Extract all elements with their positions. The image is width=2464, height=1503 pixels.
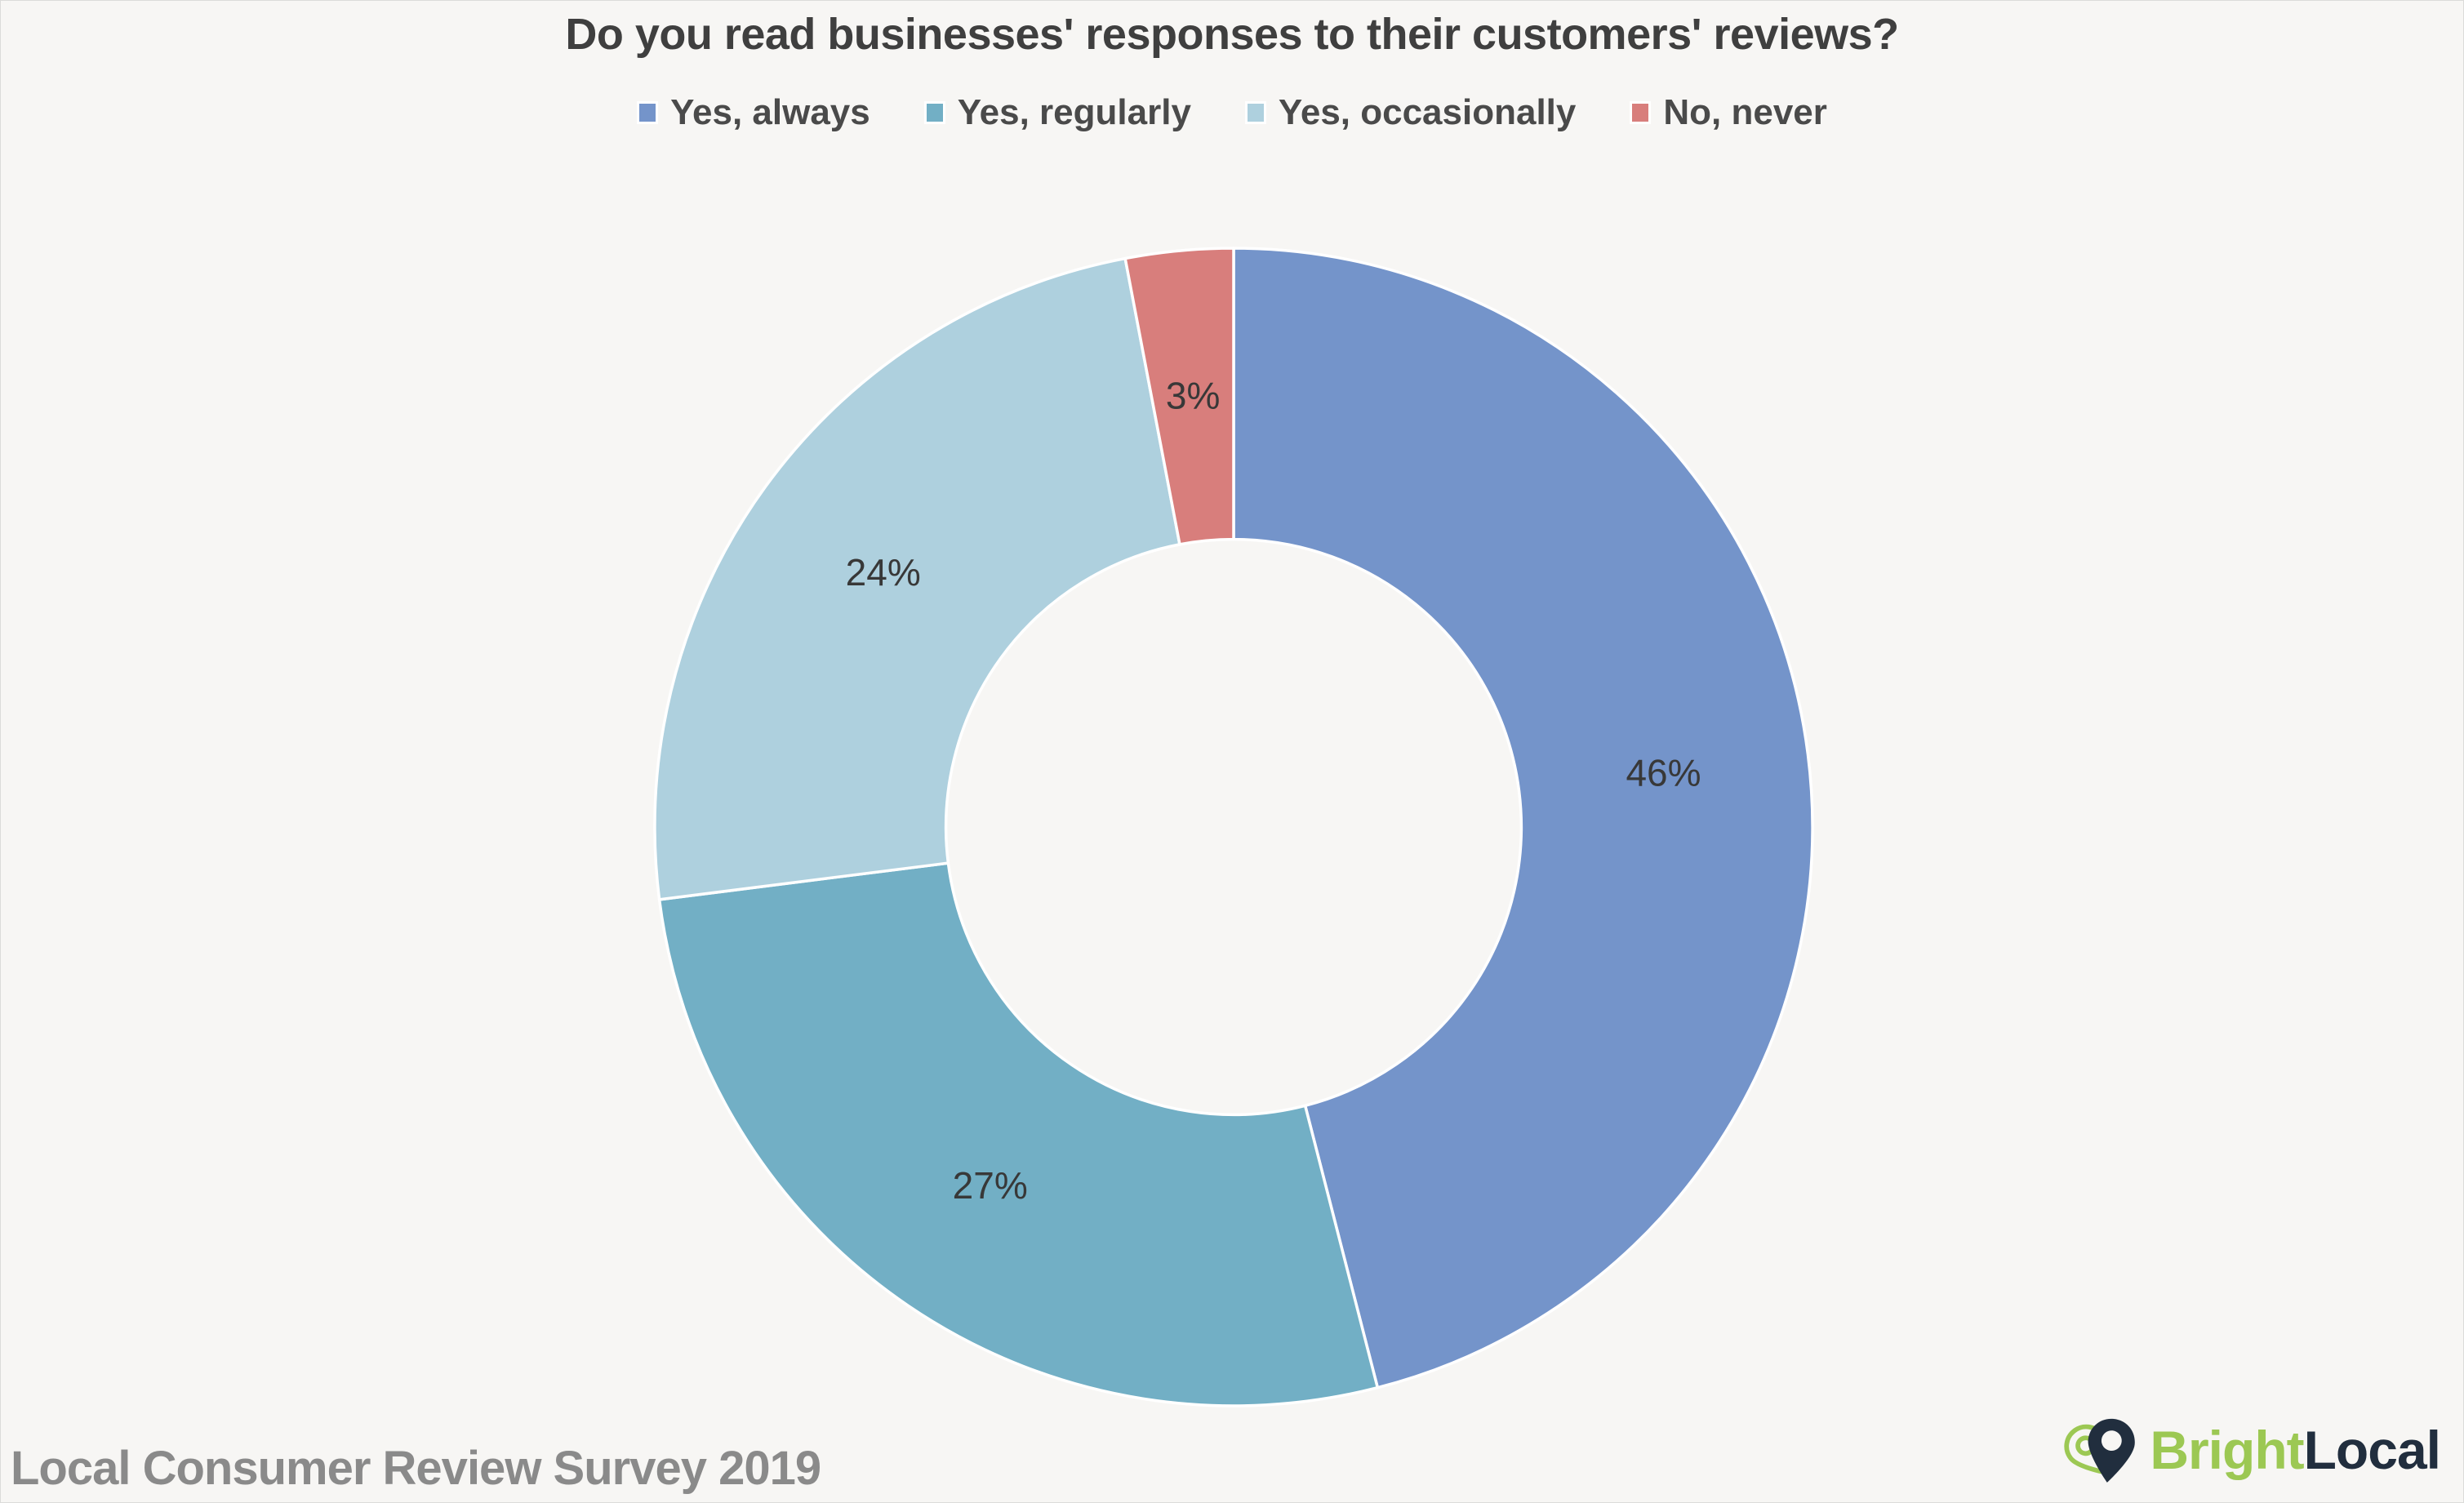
donut-slice-no-never — [1123, 247, 1235, 546]
legend-item-yes-occasionally: Yes, occasionally — [1244, 92, 1577, 133]
brand-name-bright: Bright — [2150, 1420, 2304, 1480]
donut-slice-yes-always — [1232, 247, 1814, 1390]
legend-swatch — [1630, 101, 1652, 124]
donut-svg: 46% 27% 24% 3% — [653, 247, 1814, 1407]
legend-label: Yes, regularly — [957, 92, 1191, 132]
legend-item-no-never: No, never — [1630, 92, 1827, 133]
slice-label: 24% — [846, 551, 921, 594]
legend-item-yes-regularly: Yes, regularly — [923, 92, 1191, 133]
brand-logo: BrightLocal — [2063, 1416, 2441, 1484]
brand-name-local: Local — [2303, 1420, 2441, 1480]
legend-label: No, never — [1663, 92, 1827, 132]
slice-label: 46% — [1626, 752, 1701, 794]
chart-title: Do you read businesses' responses to the… — [565, 10, 1899, 59]
legend-label: Yes, always — [670, 92, 870, 132]
legend: Yes, always Yes, regularly Yes, occasional… — [1, 92, 2463, 133]
source-text: Local Consumer Review Survey 2019 — [11, 1442, 821, 1495]
legend-swatch — [637, 101, 659, 124]
legend-item-yes-always: Yes, always — [637, 92, 870, 133]
donut-chart: 46% 27% 24% 3% — [650, 243, 1817, 1411]
donut-slice-yes-regularly — [657, 861, 1380, 1407]
slice-label: 3% — [1166, 375, 1220, 417]
brand-pin-icon — [2064, 1419, 2135, 1483]
legend-swatch — [923, 101, 945, 124]
legend-swatch — [1244, 101, 1266, 124]
donut-slice-yes-occasionally — [653, 256, 1181, 901]
brand-name: BrightLocal — [2150, 1419, 2441, 1481]
slice-label: 27% — [953, 1164, 1028, 1207]
legend-label: Yes, occasionally — [1278, 92, 1577, 132]
